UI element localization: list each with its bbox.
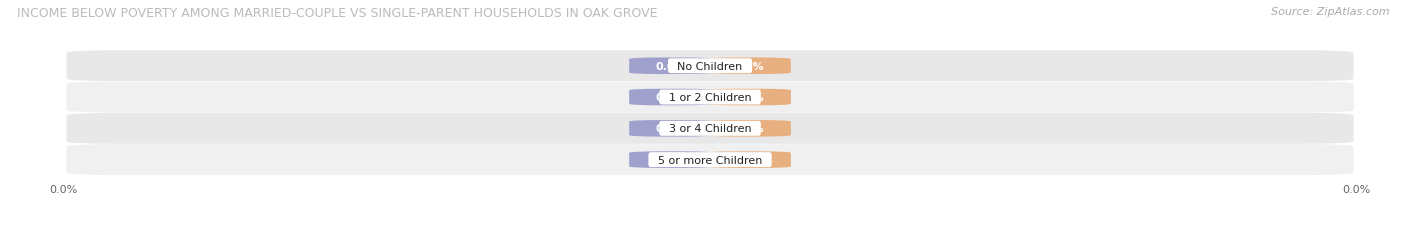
FancyBboxPatch shape bbox=[66, 82, 1354, 113]
FancyBboxPatch shape bbox=[707, 89, 790, 106]
FancyBboxPatch shape bbox=[707, 58, 790, 75]
Text: 0.0%: 0.0% bbox=[734, 155, 763, 165]
Text: 0.0%: 0.0% bbox=[657, 155, 686, 165]
FancyBboxPatch shape bbox=[66, 113, 1354, 144]
Text: 3 or 4 Children: 3 or 4 Children bbox=[662, 124, 758, 134]
FancyBboxPatch shape bbox=[630, 58, 713, 75]
Text: 5 or more Children: 5 or more Children bbox=[651, 155, 769, 165]
FancyBboxPatch shape bbox=[66, 51, 1354, 82]
Text: Source: ZipAtlas.com: Source: ZipAtlas.com bbox=[1271, 7, 1389, 17]
Text: 0.0%: 0.0% bbox=[734, 61, 763, 71]
Text: 0.0%: 0.0% bbox=[657, 61, 686, 71]
FancyBboxPatch shape bbox=[707, 152, 790, 168]
Text: INCOME BELOW POVERTY AMONG MARRIED-COUPLE VS SINGLE-PARENT HOUSEHOLDS IN OAK GRO: INCOME BELOW POVERTY AMONG MARRIED-COUPL… bbox=[17, 7, 658, 20]
FancyBboxPatch shape bbox=[707, 121, 790, 137]
Text: 0.0%: 0.0% bbox=[657, 124, 686, 134]
Text: 0.0%: 0.0% bbox=[657, 93, 686, 103]
FancyBboxPatch shape bbox=[630, 121, 713, 137]
Text: 0.0%: 0.0% bbox=[734, 93, 763, 103]
Text: 1 or 2 Children: 1 or 2 Children bbox=[662, 93, 758, 103]
FancyBboxPatch shape bbox=[630, 152, 713, 168]
Text: No Children: No Children bbox=[671, 61, 749, 71]
Text: 0.0%: 0.0% bbox=[734, 124, 763, 134]
FancyBboxPatch shape bbox=[66, 145, 1354, 175]
FancyBboxPatch shape bbox=[630, 89, 713, 106]
